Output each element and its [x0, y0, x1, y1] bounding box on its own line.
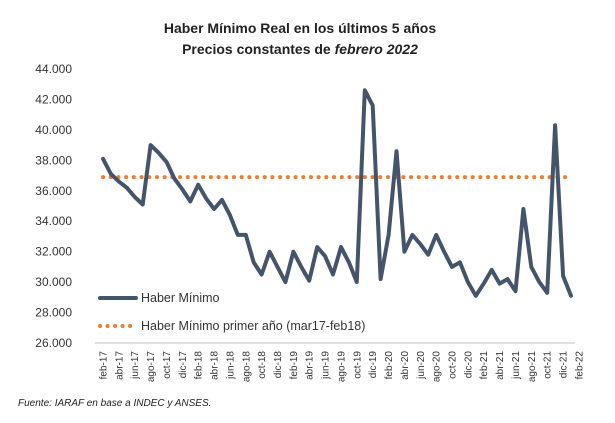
x-tick-label: dic-17: [178, 351, 189, 379]
y-tick-label: 34.000: [35, 214, 72, 228]
y-tick-label: 36.000: [35, 184, 72, 198]
legend-label-haber-minimo-primer-anio: Haber Mínimo primer año (mar17-feb18): [141, 319, 365, 333]
x-tick-label: feb-20: [384, 351, 395, 380]
x-tick-label: oct-17: [162, 351, 173, 379]
x-tick-label: feb-17: [99, 351, 110, 380]
x-tick-label: ago-21: [527, 351, 538, 383]
source-note: Fuente: IARAF en base a INDEC y ANSES.: [18, 398, 212, 409]
y-tick-label: 42.000: [35, 92, 72, 106]
x-tick-label: oct-21: [543, 351, 554, 379]
legend-label-haber-minimo: Haber Mínimo: [141, 291, 220, 305]
x-tick-label: abr-20: [400, 351, 411, 380]
y-tick-label: 32.000: [35, 245, 72, 259]
y-tick-label: 28.000: [35, 306, 72, 320]
x-axis-ticks: feb-17 abr-17 jun-17 ago-17 oct-17 dic-17 feb-…: [99, 351, 586, 383]
x-tick-label: feb-22: [574, 351, 585, 380]
x-tick-label: oct-20: [448, 351, 459, 379]
chart-title-line1: Haber Mínimo Real en los últimos 5 años: [164, 20, 436, 36]
chart-title-line2: Precios constantes de febrero 2022: [182, 41, 418, 57]
x-tick-label: ago-20: [432, 351, 443, 383]
chart-title-line2-emph: febrero 2022: [335, 41, 418, 57]
x-tick-label: ago-19: [337, 351, 348, 383]
x-tick-label: oct-19: [352, 351, 363, 379]
x-tick-label: feb-19: [289, 351, 300, 380]
x-tick-label: jun-21: [511, 351, 522, 380]
x-tick-label: jun-17: [130, 351, 141, 380]
x-tick-label: oct-18: [257, 351, 268, 379]
x-tick-label: abr-19: [305, 351, 316, 380]
x-tick-label: ago-18: [241, 351, 252, 383]
y-axis: 26.000 28.000 30.000 32.000 34.000 36.000 38.0…: [35, 62, 72, 350]
chart-title-line2-prefix: Precios constantes de: [182, 41, 335, 57]
x-tick-label: dic-19: [368, 351, 379, 379]
y-tick-label: 38.000: [35, 153, 72, 167]
legend: Haber Mínimo Haber Mínimo primer año (ma…: [98, 291, 365, 333]
x-tick-label: ago-17: [146, 351, 157, 383]
y-tick-label: 30.000: [35, 275, 72, 289]
y-tick-label: 44.000: [35, 62, 72, 76]
y-tick-label: 26.000: [35, 336, 72, 350]
x-tick-label: jun-18: [225, 351, 236, 380]
x-tick-label: jun-20: [416, 351, 427, 380]
series-line-haber-minimo: [101, 88, 573, 298]
x-tick-label: jun-19: [321, 351, 332, 380]
x-tick-label: abr-17: [114, 351, 125, 380]
x-tick-label: feb-18: [194, 351, 205, 380]
x-tick-label: dic-20: [463, 351, 474, 379]
x-tick-label: feb-21: [479, 351, 490, 380]
x-tick-label: abr-18: [210, 351, 221, 380]
x-tick-label: dic-21: [559, 351, 570, 379]
x-tick-label: dic-18: [273, 351, 284, 379]
x-tick-label: abr-21: [495, 351, 506, 380]
y-tick-label: 40.000: [35, 123, 72, 137]
